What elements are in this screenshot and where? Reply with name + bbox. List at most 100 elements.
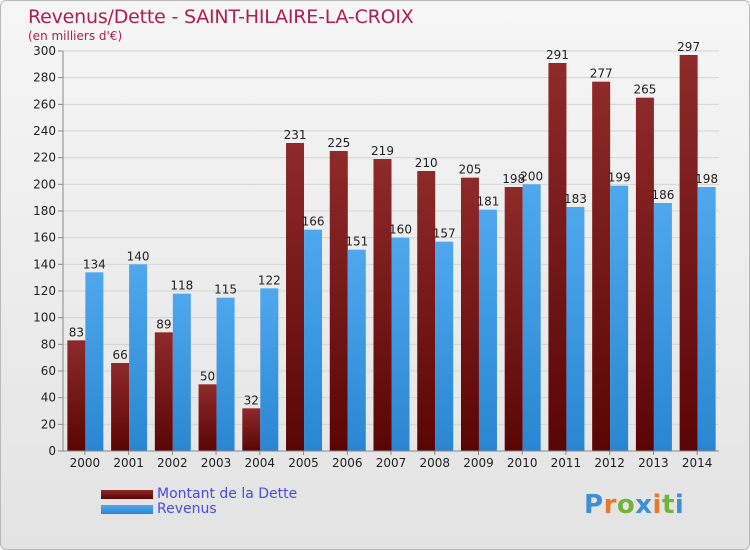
bar-revenus [478,209,497,451]
bar-dette [417,171,436,451]
data-label-dette: 297 [677,40,700,54]
proxiti-logo: Proxiti [584,490,684,520]
bar-dette [460,177,479,451]
bar-dette [198,384,217,451]
x-tick-label: 2011 [551,456,582,470]
chart-subtitle: (en milliers d'€) [28,29,123,43]
data-label-revenus: 118 [170,279,193,293]
y-axis: 0 20 40 60 80 100 120 140 160 180 200 220 240 260 280 3… [33,44,64,458]
legend-swatch-dette [101,490,153,499]
bar-revenus [653,203,672,451]
data-label-dette: 265 [633,83,656,97]
logo-letter: i [674,490,685,520]
data-label-revenus: 134 [83,257,106,271]
legend-swatch-revenus [101,505,153,514]
bar-dette [504,187,523,451]
y-tick-label: 280 [33,71,56,85]
bar-dette [67,340,86,451]
bar-dette [286,143,305,451]
y-tick-label: 20 [41,417,56,431]
x-tick-label: 2005 [288,456,319,470]
bar-revenus [172,293,191,451]
y-tick-label: 180 [33,204,56,218]
data-label-dette: 210 [415,156,438,170]
data-label-dette: 83 [69,325,84,339]
bar-revenus [347,249,366,451]
data-label-dette: 50 [200,369,215,383]
bar-dette [548,63,567,451]
x-tick-label: 2004 [245,456,276,470]
data-labels: 83 134 66 140 89 118 50 115 32 122 231 166 225 151 219… [69,40,718,407]
logo-letter: r [603,490,617,520]
data-label-revenus: 115 [214,283,237,297]
data-label-revenus: 183 [564,192,587,206]
bar-revenus [566,207,585,451]
x-tick-label: 2013 [638,456,669,470]
y-tick-label: 40 [41,391,56,405]
bar-revenus [435,241,454,451]
x-tick-label: 2001 [113,456,144,470]
bar-dette [592,81,611,452]
bar-dette [373,159,392,451]
y-tick-label: 240 [33,124,56,138]
x-tick-label: 2008 [419,456,450,470]
bars [67,55,716,452]
data-label-revenus: 157 [433,227,456,241]
x-tick-label: 2009 [463,456,494,470]
bar-revenus [610,185,629,451]
y-tick-label: 100 [33,311,56,325]
bar-dette [154,332,173,451]
data-label-revenus: 122 [258,273,281,287]
data-label-revenus: 186 [651,188,674,202]
logo-letter: i [652,490,662,520]
y-tick-label: 60 [41,364,56,378]
logo-letter: t [661,490,675,520]
data-label-revenus: 200 [520,169,543,183]
bar-revenus [85,272,104,451]
data-label-dette: 66 [112,348,127,362]
x-tick-label: 2000 [70,456,101,470]
bar-revenus [522,184,541,452]
bar-dette [679,55,698,451]
data-label-revenus: 140 [127,249,150,263]
legend-label-dette: Montant de la Dette [157,486,298,502]
data-label-revenus: 166 [302,215,325,229]
bar-revenus [697,187,716,451]
data-label-dette: 219 [371,144,394,158]
bar-revenus [216,297,235,451]
data-label-dette: 32 [244,393,259,407]
data-label-dette: 205 [459,163,482,177]
bar-revenus [391,237,410,451]
logo-letter: P [584,490,604,520]
y-tick-label: 140 [33,257,56,271]
bar-dette [329,151,348,451]
logo-letter: x [635,490,653,520]
y-tick-label: 120 [33,284,56,298]
bar-revenus [304,229,323,451]
data-label-dette: 198 [502,172,525,186]
data-label-dette: 89 [156,317,171,331]
data-label-dette: 225 [327,136,350,150]
logo-letter: o [616,490,636,520]
bar-dette [242,408,261,451]
data-label-dette: 291 [546,48,569,62]
x-tick-label: 2003 [201,456,232,470]
bar-dette [635,97,654,452]
data-label-dette: 277 [590,67,613,81]
y-tick-label: 80 [41,337,56,351]
x-tick-label: 2006 [332,456,363,470]
y-tick-label: 300 [33,44,56,58]
bar-revenus [129,264,148,451]
data-label-revenus: 160 [389,223,412,237]
x-tick-label: 2007 [376,456,407,470]
data-label-revenus: 151 [345,235,368,249]
x-tick-label: 2002 [157,456,188,470]
data-label-dette: 231 [284,128,307,142]
data-label-revenus: 198 [695,172,718,186]
data-label-revenus: 181 [477,195,500,209]
y-tick-label: 160 [33,231,56,245]
x-tick-label: 2012 [594,456,625,470]
y-tick-label: 0 [48,444,56,458]
